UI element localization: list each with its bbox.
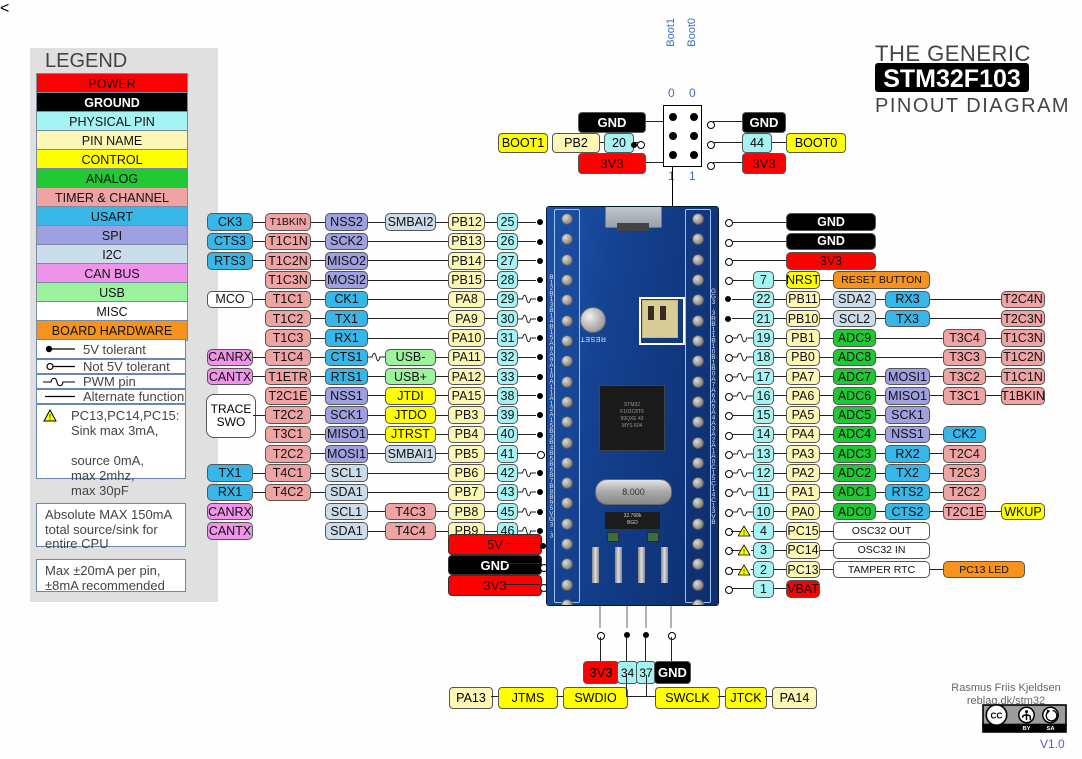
svg-text:SA: SA — [1046, 726, 1055, 732]
svg-text:!: ! — [743, 530, 745, 537]
svg-text:!: ! — [743, 549, 745, 556]
svg-text:BY: BY — [1022, 726, 1030, 732]
svg-text:CC: CC — [991, 711, 1003, 721]
svg-text:!: ! — [49, 413, 52, 422]
svg-text:!: ! — [743, 569, 745, 576]
